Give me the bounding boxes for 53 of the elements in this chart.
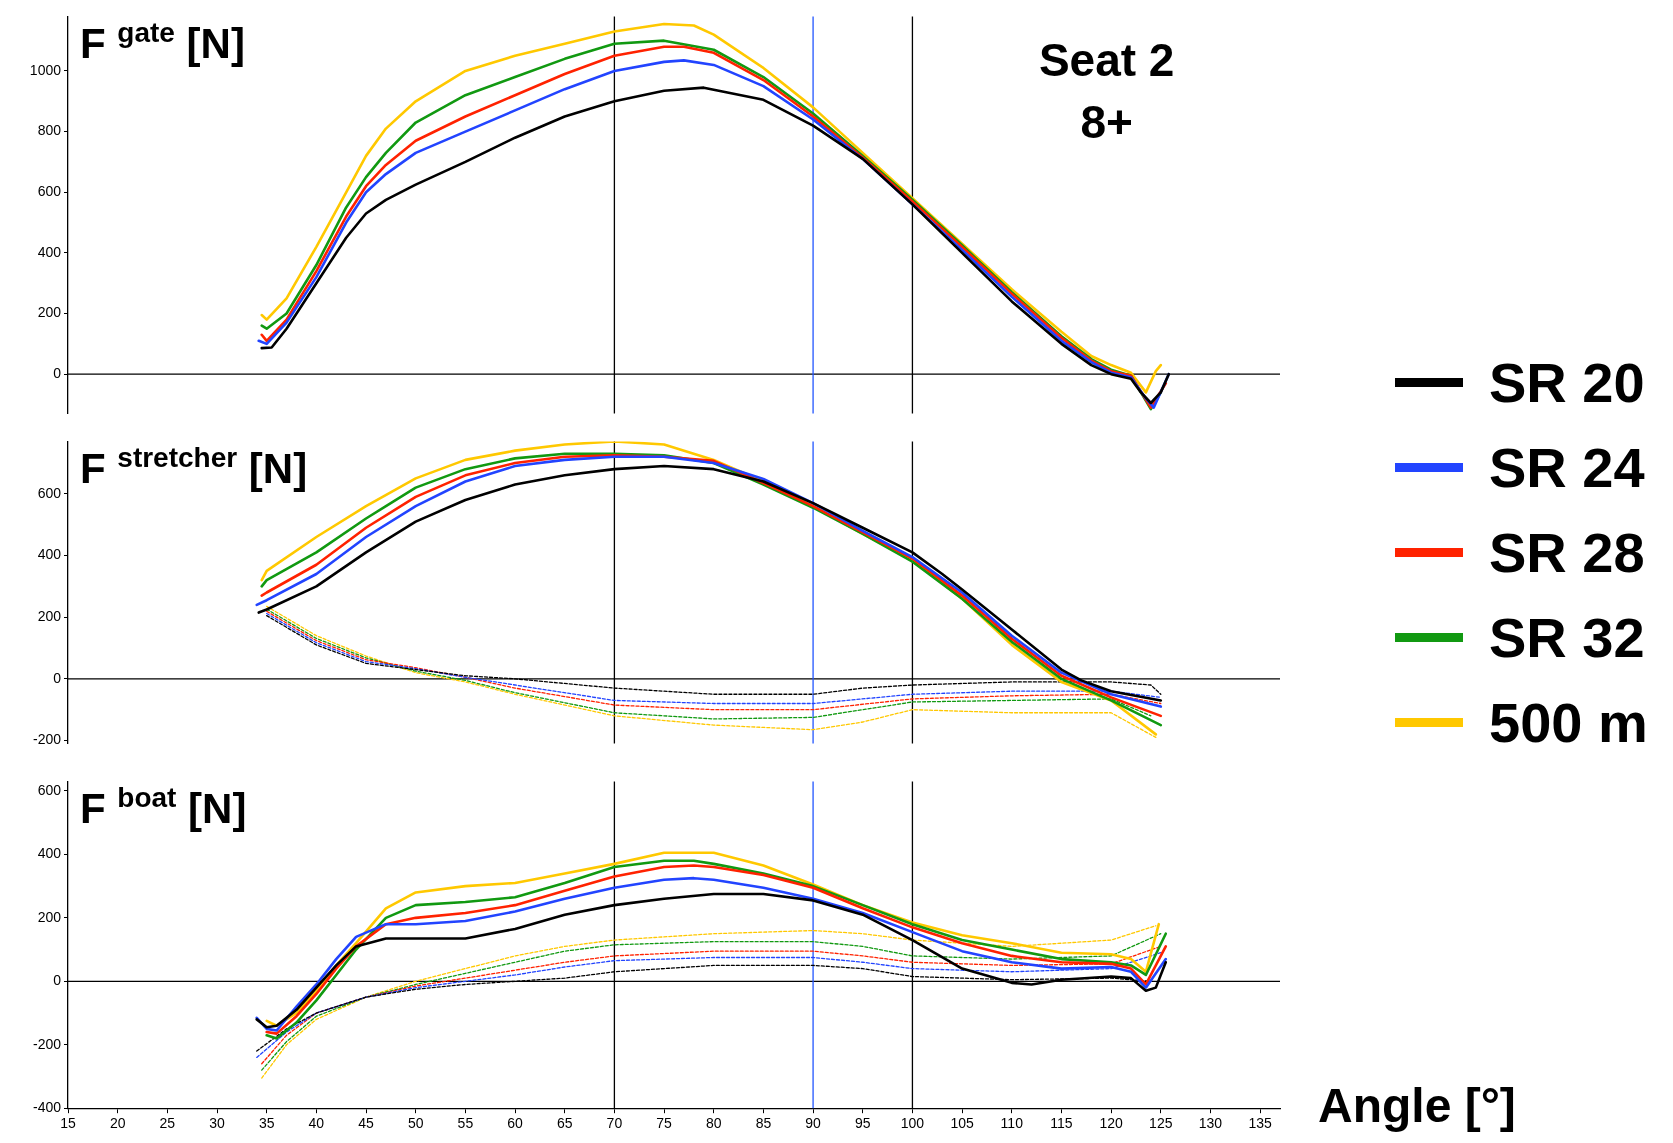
x-axis-title: Angle [°] <box>1318 1078 1516 1133</box>
x-tick-label: 50 <box>407 1115 424 1132</box>
x-tick-label: 80 <box>705 1115 722 1132</box>
x-tick-label: 85 <box>755 1115 772 1132</box>
y-tick-label: 200 <box>37 304 62 321</box>
y-tick-label: -200 <box>32 731 62 748</box>
x-tick-label: 40 <box>308 1115 325 1132</box>
legend-label: SR 32 <box>1489 605 1645 669</box>
legend-label: SR 24 <box>1489 435 1645 499</box>
legend-label: SR 20 <box>1489 350 1645 414</box>
chart-title: F stretcher [N] <box>80 442 308 493</box>
x-tick-label: 35 <box>258 1115 275 1132</box>
y-tick-label: -200 <box>32 1035 62 1052</box>
x-tick-label: 120 <box>1099 1115 1124 1132</box>
x-tick-label: 110 <box>1000 1115 1024 1132</box>
annotation: Seat 2 <box>1038 34 1175 87</box>
y-tick-label: 0 <box>53 972 62 989</box>
x-tick-label: 45 <box>358 1115 375 1132</box>
y-tick-label: 600 <box>37 183 62 200</box>
legend-label: 500 m <box>1489 690 1648 754</box>
y-tick-label: 400 <box>37 546 62 563</box>
y-tick-label: -400 <box>32 1099 62 1116</box>
y-tick-label: 600 <box>37 484 62 501</box>
x-tick-label: 125 <box>1149 1115 1173 1132</box>
x-tick-label: 70 <box>606 1115 623 1132</box>
y-tick-label: 0 <box>53 669 62 686</box>
y-tick-label: 400 <box>37 243 62 260</box>
annotation: 8+ <box>1080 96 1133 149</box>
x-tick-label: 25 <box>159 1115 176 1132</box>
x-tick-label: 95 <box>854 1115 871 1132</box>
y-tick-label: 600 <box>37 781 62 798</box>
x-tick-label: 15 <box>60 1115 76 1132</box>
y-tick-label: 0 <box>53 365 62 382</box>
legend-label: SR 28 <box>1489 520 1645 584</box>
chart-title: F gate [N] <box>80 17 245 68</box>
x-tick-label: 20 <box>109 1115 126 1132</box>
chart-title: F boat [N] <box>80 782 247 833</box>
y-tick-label: 1000 <box>29 61 62 78</box>
x-tick-label: 100 <box>900 1115 925 1132</box>
x-tick-label: 90 <box>805 1115 822 1132</box>
x-tick-label: 135 <box>1248 1115 1273 1132</box>
y-tick-label: 200 <box>37 908 62 925</box>
x-tick-label: 65 <box>556 1115 573 1132</box>
y-tick-label: 400 <box>37 845 62 862</box>
x-tick-label: 130 <box>1198 1115 1223 1132</box>
x-tick-label: 105 <box>950 1115 974 1132</box>
x-tick-label: 60 <box>507 1115 524 1132</box>
x-tick-label: 115 <box>1050 1115 1073 1132</box>
x-tick-label: 75 <box>656 1115 673 1132</box>
y-tick-label: 200 <box>37 608 62 625</box>
x-tick-label: 30 <box>209 1115 226 1132</box>
x-tick-label: 55 <box>457 1115 474 1132</box>
y-tick-label: 800 <box>37 122 62 139</box>
